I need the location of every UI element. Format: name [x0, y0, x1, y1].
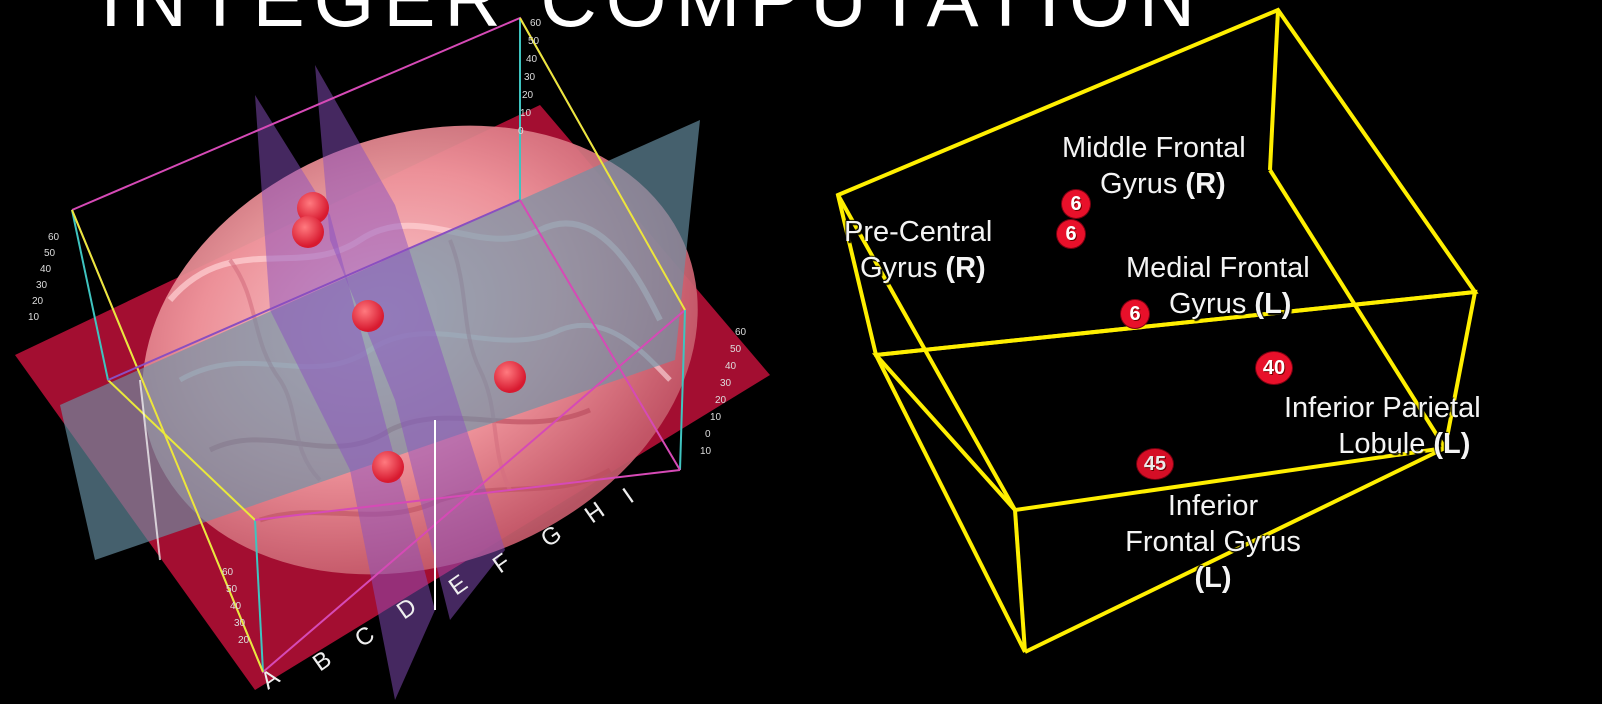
axis-tick: 10 — [520, 108, 532, 119]
axis-tick: 10 — [28, 312, 40, 323]
axis-tick: 60 — [530, 18, 542, 29]
axis-ticks-top: 60 50 40 30 20 10 0 — [518, 18, 542, 137]
axis-ticks-bottom: 60 50 40 30 20 — [222, 567, 250, 646]
axis-tick: 50 — [44, 248, 56, 259]
axis-tick: 60 — [48, 232, 60, 243]
region-label-inferior-parietal-lobule: Inferior Parietal Lobule (L) — [1284, 390, 1481, 462]
region-name-line2: Gyrus — [1169, 288, 1247, 320]
focus-point — [292, 216, 324, 248]
axis-tick: 50 — [528, 36, 540, 47]
region-name-line1: Inferior — [1167, 490, 1259, 522]
focus-point — [297, 192, 329, 224]
focus-points — [292, 192, 526, 483]
axis-tick: 30 — [234, 618, 246, 629]
axis-tick: 60 — [735, 327, 747, 338]
axis-tick: 20 — [522, 90, 534, 101]
region-label-medial-frontal-gyrus: Medial Frontal Gyrus (L) — [1126, 250, 1310, 322]
region-name-line1: Middle Frontal — [1062, 132, 1246, 164]
axis-ticks-left: 60 50 40 30 20 10 — [28, 232, 60, 323]
ba-badge: 6 — [1121, 300, 1149, 328]
region-side: (R) — [1185, 168, 1226, 200]
axis-tick: 40 — [40, 264, 52, 275]
axis-tick: 40 — [725, 361, 737, 372]
sagittal-plane-right — [315, 65, 505, 620]
ba-badge: 45 — [1137, 449, 1173, 479]
axis-tick: 20 — [715, 395, 727, 406]
ba-badge: 6 — [1062, 190, 1090, 218]
ba-badge: 40 — [1256, 352, 1292, 384]
axis-tick: 0 — [518, 126, 524, 137]
axis-tick: 0 — [705, 429, 711, 440]
region-name-line2: Gyrus — [1100, 168, 1178, 200]
region-name-line2: Frontal Gyrus — [1125, 526, 1301, 558]
brain-3d-rendering: 60 50 40 30 20 10 0 60 50 40 30 20 10 60… — [15, 16, 770, 700]
region-label-inferior-frontal-gyrus: Inferior Frontal Gyrus (L) — [1088, 488, 1338, 596]
region-side: (L) — [1254, 288, 1292, 320]
axis-ticks-right: 60 50 40 30 20 10 0 10 — [700, 327, 747, 457]
axis-tick: 40 — [526, 54, 538, 65]
focus-point — [494, 361, 526, 393]
region-label-pre-central-gyrus: Pre-Central Gyrus (R) — [844, 214, 992, 286]
region-side: (L) — [1194, 562, 1232, 594]
axis-tick: 60 — [222, 567, 234, 578]
axis-tick: 50 — [226, 584, 238, 595]
axis-tick: 10 — [710, 412, 722, 423]
region-side: (L) — [1433, 428, 1471, 460]
region-name-line1: Pre-Central — [844, 216, 993, 248]
axis-tick: 20 — [32, 296, 44, 307]
region-name-line1: Medial Frontal — [1126, 252, 1310, 284]
page-title: INTEGER COMPUTATION — [100, 0, 1400, 44]
region-name-line2: Gyrus — [860, 252, 938, 284]
focus-point — [372, 451, 404, 483]
bounding-box — [71, 16, 687, 674]
axis-tick: 40 — [230, 601, 242, 612]
axis-tick: 30 — [36, 280, 48, 291]
axis-tick: 20 — [238, 635, 250, 646]
axis-tick: 30 — [720, 378, 732, 389]
region-name-line2: Lobule — [1338, 428, 1426, 460]
axis-tick: 10 — [700, 446, 712, 457]
axis-tick: 50 — [730, 344, 742, 355]
yellow-bounding-box — [835, 7, 1479, 654]
region-name-line1: Inferior Parietal — [1284, 392, 1481, 424]
axis-tick: 30 — [524, 72, 536, 83]
sagittal-plane-left — [255, 95, 435, 700]
focus-point — [352, 300, 384, 332]
region-label-middle-frontal-gyrus: Middle Frontal Gyrus (R) — [1062, 130, 1246, 202]
region-side: (R) — [945, 252, 986, 284]
ba-badge: 6 — [1057, 220, 1085, 248]
